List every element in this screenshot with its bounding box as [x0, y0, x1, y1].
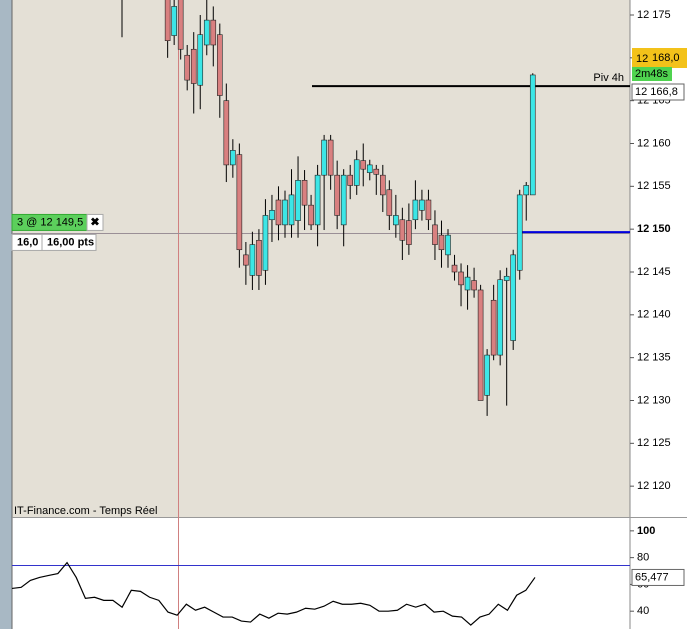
candle-body — [360, 160, 367, 170]
candle-body — [203, 19, 210, 46]
candle-body — [503, 275, 510, 281]
candle-body — [510, 254, 517, 341]
y-tick-label: 12 130 — [637, 394, 671, 406]
candle-body — [184, 54, 190, 81]
candle-body — [523, 185, 530, 196]
candle-body — [334, 174, 340, 216]
candle-body — [223, 100, 230, 166]
candle-body — [314, 174, 321, 226]
candle-body — [190, 48, 197, 84]
candle-body — [412, 199, 419, 221]
candle-body — [406, 220, 412, 245]
qty-label: 16,0 — [17, 236, 38, 248]
candle-body — [393, 215, 399, 226]
order-label: 3 @ 12 149,5 — [17, 216, 83, 228]
candle-body — [230, 150, 236, 166]
candle-body — [399, 219, 406, 241]
y-tick-label: 100 — [637, 525, 655, 537]
candle-body — [197, 34, 204, 86]
candle-body — [445, 234, 451, 256]
candle-body — [386, 189, 393, 216]
candle-body — [171, 6, 177, 36]
price-panel — [12, 0, 630, 517]
candle-body — [164, 0, 171, 41]
candle-body — [217, 34, 223, 96]
last-tag — [631, 83, 685, 101]
candle-body — [269, 210, 275, 221]
last-label: 12 166,8 — [635, 86, 678, 98]
candle-body — [425, 199, 432, 221]
candle-body — [516, 194, 523, 271]
candle-body — [295, 180, 301, 221]
y-tick-label: 12 155 — [637, 180, 671, 192]
price-tag-small: 12 — [636, 53, 648, 65]
candle-body — [249, 244, 256, 276]
y-tick-label: 12 175 — [637, 9, 671, 21]
candle-body — [497, 279, 503, 356]
order-close-icon: ✖ — [90, 216, 99, 228]
candle-body — [321, 139, 327, 176]
candle-body — [490, 299, 497, 356]
timer-label: 2m48s — [635, 68, 669, 80]
price-tag — [632, 48, 687, 68]
candle-body — [419, 199, 425, 211]
candle-body — [308, 204, 314, 226]
y-tick-label: 12 145 — [637, 266, 671, 278]
candle-body — [301, 180, 308, 206]
candle-body — [340, 174, 347, 226]
candle-body — [432, 224, 438, 245]
y-tick-label: 40 — [637, 605, 649, 617]
y-tick-label: 12 135 — [637, 352, 671, 364]
candle-body — [471, 280, 477, 291]
order-close[interactable] — [86, 213, 104, 231]
price-tag-big: 168,0 — [652, 52, 680, 64]
timer-tag — [632, 67, 672, 81]
candle-body — [243, 254, 249, 266]
y-tick-label: 12 125 — [637, 437, 671, 449]
side-strip — [0, 0, 12, 629]
candle-body — [529, 74, 536, 196]
candle-body — [379, 174, 386, 196]
candle-body — [451, 264, 458, 273]
candle-body — [275, 199, 282, 226]
candle-body — [347, 174, 354, 186]
candle-body — [262, 215, 269, 271]
candle-body — [177, 0, 184, 50]
level-label: Piv 4h — [593, 72, 624, 84]
last-value-box — [631, 568, 685, 586]
y-tick-label: 12 150 — [637, 223, 671, 235]
pts-box — [41, 233, 97, 251]
candle-body — [353, 159, 360, 186]
candle-body — [484, 354, 490, 396]
last-value: 65,477 — [635, 571, 669, 583]
candle-body — [438, 234, 445, 251]
candle-body — [373, 168, 380, 175]
pts-label: 16,00 pts — [47, 236, 94, 248]
oscillator-line — [12, 561, 536, 626]
candle-body — [236, 154, 243, 251]
candle-body — [366, 164, 373, 173]
candle-body — [210, 19, 217, 46]
y-tick-label: 12 120 — [637, 480, 671, 492]
source-label: IT-Finance.com - Temps Réel — [14, 505, 157, 517]
candle-body — [477, 289, 484, 401]
candle-body — [327, 139, 334, 176]
candle-body — [288, 194, 295, 226]
candle-body — [282, 199, 288, 226]
y-tick-label: 12 140 — [637, 309, 671, 321]
y-tick-label: 80 — [637, 552, 649, 564]
candle-body — [464, 276, 471, 291]
candle-body — [458, 271, 464, 286]
candle-body — [256, 239, 262, 276]
y-tick-label: 12 160 — [637, 137, 671, 149]
